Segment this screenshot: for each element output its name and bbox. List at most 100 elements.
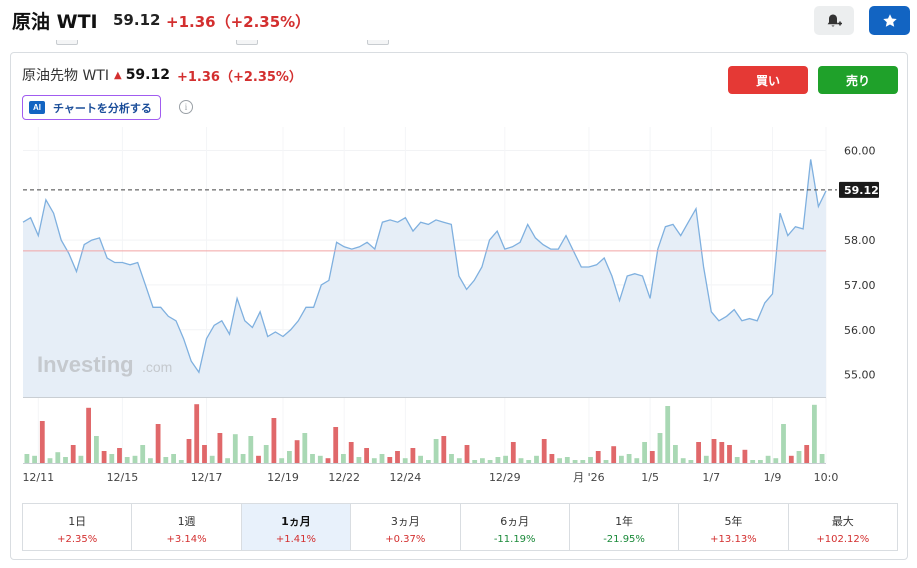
volume-bar (356, 457, 362, 463)
x-tick-label: 1/9 (764, 471, 782, 484)
volume-bar (32, 455, 37, 463)
volume-bar (719, 442, 725, 463)
chart-card: 原油先物 WTI ▲ 59.12 +1.36（+2.35%） AI チャートを分… (10, 52, 908, 560)
volume-bar (86, 407, 91, 463)
volume-bar (271, 418, 277, 463)
period-change: +3.14% (166, 534, 207, 545)
period-label: 6ヵ月 (500, 515, 530, 528)
volume-bar (796, 451, 802, 463)
period-tab[interactable]: 1ヵ月 +1.41% (241, 504, 352, 550)
volume-bar (55, 452, 61, 463)
x-tick-label: 月 '26 (573, 471, 605, 484)
price-line (22, 159, 827, 374)
x-tick-label: 12/11 (22, 471, 54, 484)
volume-bar (634, 458, 640, 463)
period-tab[interactable]: 1日 +2.35% (23, 504, 133, 550)
volume-bar (109, 454, 115, 463)
analyze-chart-button[interactable]: AI チャートを分析する (22, 95, 161, 120)
volume-bar (418, 455, 423, 463)
sell-button[interactable]: 売り (818, 66, 898, 94)
period-label: 最大 (831, 515, 854, 528)
volume-bar (518, 458, 524, 463)
volume-bar (132, 455, 138, 463)
volume-bar (217, 433, 223, 463)
volume-bar (487, 460, 493, 463)
volume-bar (294, 440, 300, 463)
volume-bar (510, 442, 516, 463)
period-change: +2.35% (57, 534, 98, 545)
volume-bar (472, 460, 478, 463)
price-area (23, 159, 826, 397)
y-tick-label: 60.00 (844, 144, 876, 157)
volume-bar (124, 457, 130, 463)
volume-bar (595, 451, 601, 463)
volume-bar (117, 448, 122, 463)
period-change: +1.41% (275, 534, 317, 545)
volume-bar (727, 445, 732, 463)
volume-bar (317, 455, 323, 463)
volume-bar (333, 427, 339, 463)
volume-bar (209, 455, 215, 463)
volume-bar (78, 455, 84, 463)
x-tick-label: 12/19 (267, 471, 299, 484)
volume-bar (750, 460, 756, 463)
volume-bar (371, 458, 377, 463)
period-tab[interactable]: 5年 +13.13% (679, 504, 789, 550)
instrument-price: 59.12 (125, 67, 170, 83)
period-tab[interactable]: 6ヵ月 -11.19% (460, 504, 570, 550)
watermark-brand: Investing (37, 352, 134, 377)
watchlist-button[interactable] (869, 6, 910, 35)
period-change: +0.37% (385, 534, 426, 545)
volume-bar (387, 457, 393, 463)
period-tab[interactable]: 1週 +3.14% (132, 504, 242, 550)
volume-bar (734, 457, 740, 463)
info-icon[interactable]: i (179, 100, 193, 114)
volume-bar (232, 434, 238, 463)
period-label: 3ヵ月 (390, 515, 420, 528)
volume-bar (657, 433, 663, 463)
volume-bar (673, 445, 678, 463)
volume-bar (549, 454, 555, 463)
price-chart[interactable]: Investing .com 60.00 58.00 57.00 56.00 55.00 59… (11, 53, 907, 493)
volume-bar (603, 460, 609, 463)
volume-bar (248, 436, 254, 463)
volume-bar (572, 460, 578, 463)
volume-bar (773, 458, 779, 463)
period-tab[interactable]: 3ヵ月 +0.37% (351, 504, 461, 550)
volume-bar (526, 460, 532, 463)
volume-bar (696, 442, 701, 463)
volume-bar (341, 454, 346, 463)
period-selector: 1日 +2.35% 1週 +3.14% 1ヵ月 +1.41% 3ヵ月 +0.37% 6ヵ月 -11… (22, 503, 898, 551)
volume-bar (819, 454, 825, 463)
period-change: +13.13% (710, 534, 757, 545)
period-tab[interactable]: 最大 +102.12% (788, 504, 897, 550)
buy-button[interactable]: 買い (728, 66, 808, 94)
period-change: -11.19% (493, 534, 536, 545)
volume-bar (310, 454, 315, 463)
volume-bar (464, 445, 470, 463)
watermark-suffix: .com (142, 359, 172, 375)
volume-bar (225, 458, 230, 463)
volume-bar (688, 460, 694, 463)
volume-bar (70, 445, 76, 463)
add-alert-button[interactable] (814, 6, 854, 35)
volume-bar (781, 424, 786, 463)
instrument-header: 原油 WTI 59.12 +1.36（+2.35%） (0, 0, 917, 40)
volume-bar (263, 445, 269, 463)
instrument-name: 原油先物 WTI (22, 68, 109, 84)
x-tick-label: 12/22 (328, 471, 360, 484)
volume-bar (155, 424, 161, 463)
volume-bar (140, 445, 146, 463)
volume-bar (202, 445, 207, 463)
volume-bar (480, 458, 485, 463)
period-tab[interactable]: 1年 -21.95% (569, 504, 680, 550)
volume-bar (611, 446, 617, 463)
volume-bar (680, 458, 686, 463)
volume-bar (564, 457, 570, 463)
volume-bar (101, 451, 107, 463)
analyze-chart-label: チャートを分析する (53, 101, 152, 115)
volume-bar (47, 458, 53, 463)
volume-bar (649, 451, 655, 463)
volume-bar (410, 448, 416, 463)
period-label: 1週 (177, 515, 196, 528)
